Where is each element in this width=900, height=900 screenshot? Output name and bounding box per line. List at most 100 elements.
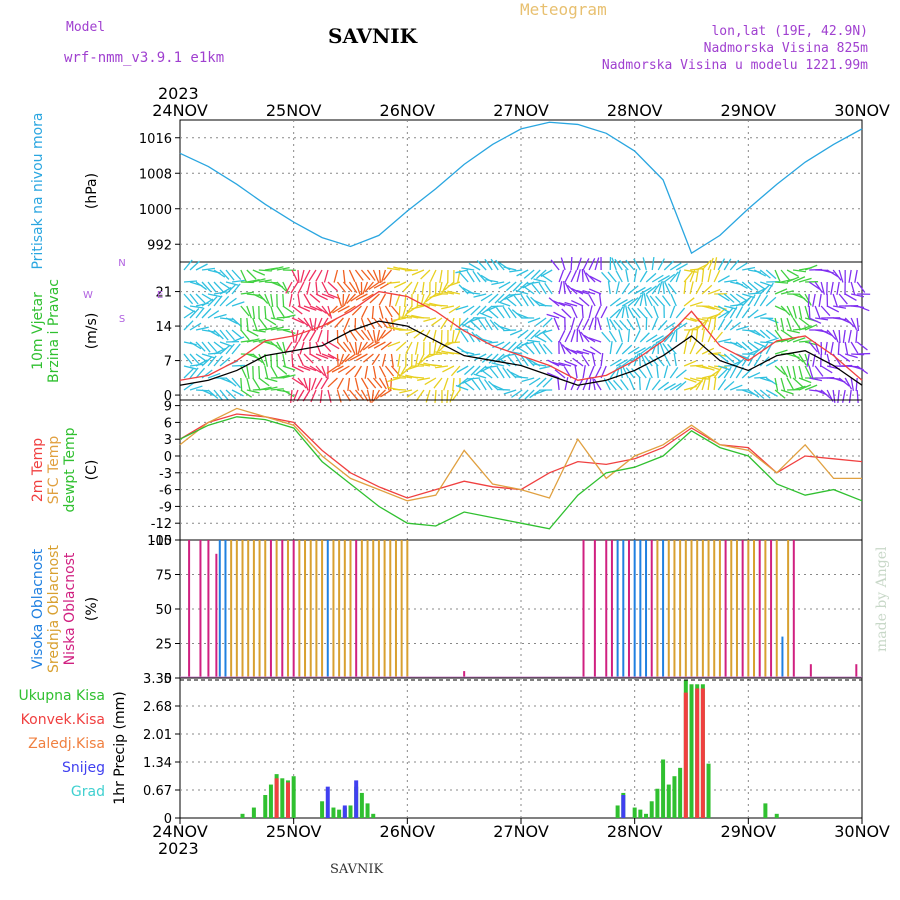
wind-arrow xyxy=(615,298,628,307)
wind-arrow xyxy=(669,367,679,379)
wind-arrow xyxy=(774,389,786,399)
wind-arrow xyxy=(451,329,455,343)
x-label-top: 26NOV xyxy=(380,101,436,120)
wind-arrow xyxy=(663,383,676,391)
wind-arrow xyxy=(487,309,499,319)
wind-arrow xyxy=(701,305,715,310)
wind-arrow xyxy=(560,257,566,271)
wind-ytick-label: 14 xyxy=(155,320,172,335)
precip-bar xyxy=(371,813,376,818)
wind-arrow xyxy=(225,297,237,307)
wind-arrow xyxy=(219,286,232,295)
wind-arrow xyxy=(207,372,221,379)
wind-arrow xyxy=(282,353,286,367)
wind-arrow xyxy=(601,331,611,343)
wind-arrow xyxy=(598,293,602,307)
wind-arrow xyxy=(609,358,622,367)
wind-arrow xyxy=(607,379,617,391)
wind-arrow xyxy=(497,301,511,307)
wind-arrow xyxy=(195,367,206,379)
wind-arrow xyxy=(717,293,730,302)
precip-bar xyxy=(632,807,637,818)
wind-arrow xyxy=(434,365,449,369)
wind-arrow xyxy=(231,336,245,343)
wind-arrow xyxy=(774,349,788,355)
wind-arrow xyxy=(621,298,634,307)
wind-arrow xyxy=(807,293,810,308)
wind-arrow xyxy=(713,317,717,331)
wind-arrow xyxy=(461,267,475,271)
wind-arrow xyxy=(336,353,339,368)
wind-arrow xyxy=(832,329,839,343)
wind-arrow xyxy=(830,341,834,355)
wind-arrow xyxy=(517,329,529,339)
wind-arrow xyxy=(401,305,407,319)
wind-arrow xyxy=(320,377,329,390)
wind-arrow xyxy=(820,305,831,317)
wind-arrow xyxy=(463,381,475,391)
wind-arrow xyxy=(558,330,566,343)
wind-arrow xyxy=(516,269,529,277)
wind-arrow xyxy=(723,319,733,331)
cloud-bar xyxy=(593,540,596,678)
wind-arrow xyxy=(515,312,529,319)
wind-arrow xyxy=(509,329,523,336)
wind-arrow xyxy=(417,377,431,381)
wind-arrow xyxy=(798,317,810,327)
wind-arrow xyxy=(701,318,709,331)
wind-arrow xyxy=(798,325,812,331)
wind-arrow xyxy=(423,302,437,307)
wind-arrow xyxy=(701,329,705,343)
wind-arrow xyxy=(655,295,665,307)
wind-arrow xyxy=(489,319,499,331)
wind-arrow xyxy=(774,269,781,283)
wind-arrow xyxy=(707,317,712,331)
wind-arrow xyxy=(295,329,299,343)
wind-arrow xyxy=(276,365,288,375)
wind-arrow xyxy=(524,343,535,355)
wind-arrow xyxy=(566,284,578,295)
wind-arrow xyxy=(488,353,499,364)
wind-arrow xyxy=(561,344,572,355)
wind-arrow xyxy=(201,356,212,367)
wind-arrow xyxy=(854,269,858,283)
wind-arrow xyxy=(742,293,755,299)
wind-arrow xyxy=(467,317,481,323)
wind-arrow xyxy=(387,326,401,331)
wind-arrow xyxy=(538,282,547,295)
cloud-bar xyxy=(343,540,346,678)
wind-arrow xyxy=(856,305,870,312)
precip-bar xyxy=(274,778,279,818)
wind-arrow xyxy=(759,284,770,295)
cloud-bar xyxy=(781,636,784,678)
wind-arrow xyxy=(633,258,641,271)
cloud-bar xyxy=(188,540,191,678)
wind-arrow xyxy=(747,329,761,336)
wind-arrow xyxy=(284,341,293,354)
wind-arrow xyxy=(470,320,481,331)
wind-arrow xyxy=(684,269,698,273)
wind-arrow xyxy=(498,281,511,289)
wind-arrow xyxy=(820,389,832,400)
wind-arrow xyxy=(332,305,344,314)
wind-arrow xyxy=(615,281,620,295)
cloud-bar xyxy=(315,540,318,678)
wind-arrow xyxy=(354,377,360,391)
wind-arrow xyxy=(470,365,481,376)
cloud-bar xyxy=(258,540,261,678)
wind-arrow xyxy=(372,317,383,329)
wind-arrow xyxy=(554,369,566,379)
wind-arrow xyxy=(315,269,323,282)
wind-arrow xyxy=(472,270,481,283)
wind-arrow xyxy=(201,329,215,333)
wind-arrow xyxy=(512,341,523,352)
wind-arrow xyxy=(392,388,407,391)
wind-arrow xyxy=(183,320,194,331)
cloud-bar xyxy=(753,540,756,678)
wind-arrow xyxy=(618,329,623,343)
wind-arrow xyxy=(826,329,837,340)
x-label-top: 27NOV xyxy=(493,101,549,120)
wind-arrow xyxy=(478,378,487,391)
wind-arrow xyxy=(231,279,245,283)
cloud-bar xyxy=(633,540,636,678)
